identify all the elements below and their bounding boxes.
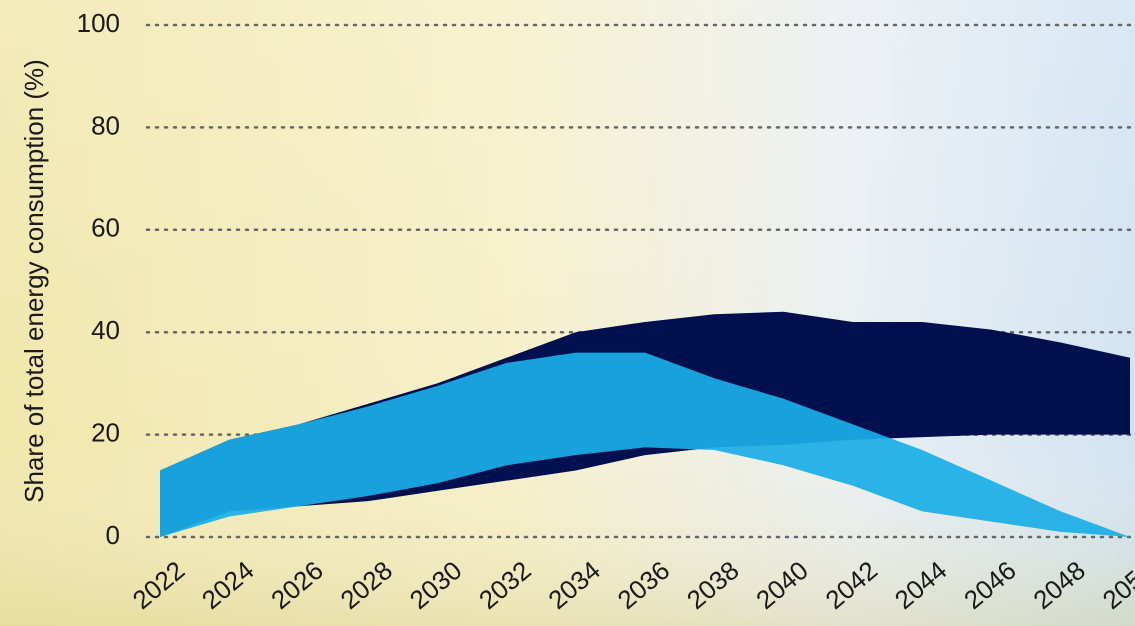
y-tick-label: 80 [91,110,120,140]
y-tick-label: 100 [77,8,120,38]
y-tick-label: 20 [91,417,120,447]
y-tick-label: 60 [91,213,120,243]
y-tick-label: 0 [106,520,120,550]
y-tick-label: 40 [91,315,120,345]
range-band [160,352,1130,537]
y-axis-label: Share of total energy consumption (%) [19,59,49,503]
